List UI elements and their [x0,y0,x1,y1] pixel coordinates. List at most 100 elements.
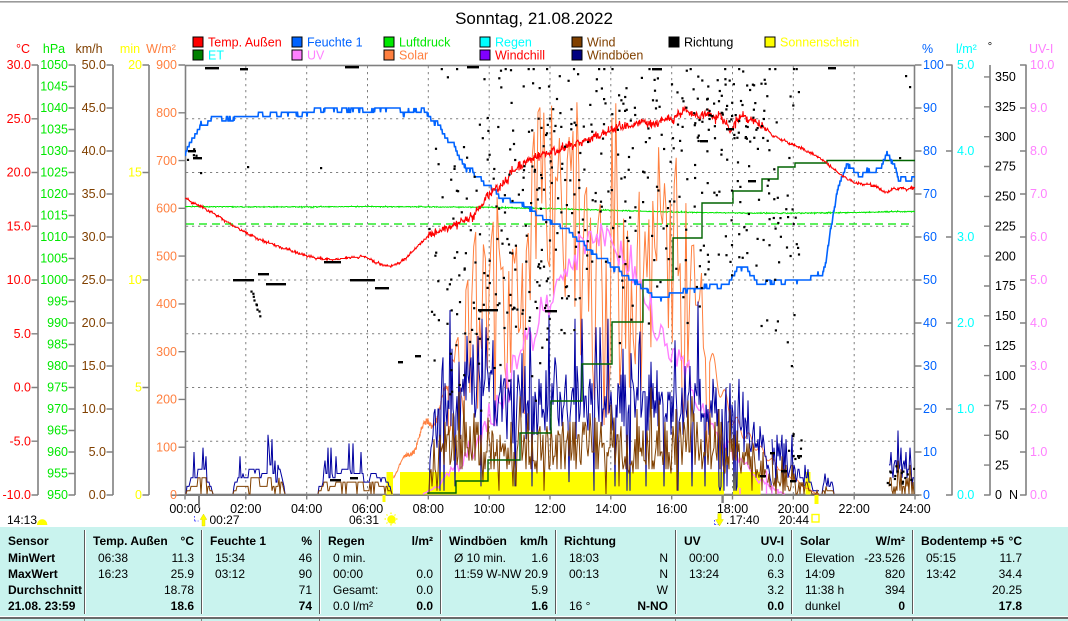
svg-text:75: 75 [995,399,1009,413]
svg-text:.17:40: .17:40 [726,513,760,527]
svg-text:350: 350 [995,70,1016,84]
svg-text:50: 50 [923,273,937,287]
svg-text:35.0: 35.0 [82,187,106,201]
svg-text:30.0: 30.0 [7,58,31,72]
svg-text:°: ° [988,41,992,53]
svg-text:l/m²: l/m² [956,42,977,56]
svg-text:100: 100 [923,58,944,72]
svg-text:Sonnenschein: Sonnenschein [780,36,859,50]
svg-text:04:00: 04:00 [291,502,322,516]
svg-text:2.0: 2.0 [957,316,974,330]
svg-text:Windböen: Windböen [587,49,643,63]
svg-text:175: 175 [995,279,1016,293]
svg-text:1000: 1000 [40,273,68,287]
svg-text:15.0: 15.0 [82,359,106,373]
svg-text:960: 960 [47,445,68,459]
svg-text:UV-I: UV-I [1029,42,1053,56]
svg-text:1015: 1015 [40,209,68,223]
svg-text:900: 900 [156,58,177,72]
svg-text:15.0: 15.0 [7,219,31,233]
svg-text:3.0: 3.0 [1030,359,1047,373]
svg-text:20: 20 [923,402,937,416]
svg-text:-10.0: -10.0 [3,488,32,502]
svg-text:10: 10 [923,445,937,459]
svg-text:0: 0 [170,488,177,502]
svg-text:0: 0 [923,488,930,502]
svg-text:ET: ET [208,49,224,63]
svg-text:12:00: 12:00 [534,502,565,516]
svg-text:Solar: Solar [399,49,428,63]
svg-text:700: 700 [156,154,177,168]
svg-text:Luftdruck: Luftdruck [399,36,451,50]
svg-text:150: 150 [995,309,1016,323]
svg-text:0.0: 0.0 [89,488,106,502]
svg-text:06:00: 06:00 [352,502,383,516]
svg-text:1025: 1025 [40,166,68,180]
svg-text:5.0: 5.0 [1030,273,1047,287]
svg-text:24:00: 24:00 [899,502,930,516]
svg-text:14:00: 14:00 [595,502,626,516]
svg-text:275: 275 [995,160,1016,174]
svg-text:N: N [1009,488,1018,502]
svg-text:0: 0 [995,488,1002,502]
svg-text:08:00: 08:00 [413,502,444,516]
svg-text:20: 20 [128,58,142,72]
svg-text:40: 40 [923,316,937,330]
svg-text:10.0: 10.0 [1030,58,1054,72]
svg-text:325: 325 [995,100,1016,114]
svg-text:0.0: 0.0 [14,381,31,395]
svg-text:Windchill: Windchill [495,49,545,63]
svg-text:1005: 1005 [40,252,68,266]
svg-text:2.0: 2.0 [1030,402,1047,416]
svg-text:1040: 1040 [40,101,68,115]
svg-text:1020: 1020 [40,187,68,201]
svg-text:min: min [120,42,140,56]
svg-text:250: 250 [995,190,1016,204]
svg-text:8.0: 8.0 [1030,144,1047,158]
svg-text:02:00: 02:00 [230,502,261,516]
svg-text:300: 300 [156,345,177,359]
svg-text:20.0: 20.0 [82,316,106,330]
svg-text:70: 70 [923,187,937,201]
svg-text:60: 60 [923,230,937,244]
svg-text:125: 125 [995,339,1016,353]
svg-text:500: 500 [156,249,177,263]
svg-text:20:00: 20:00 [778,502,809,516]
svg-text:40.0: 40.0 [82,144,106,158]
svg-text:1.0: 1.0 [957,402,974,416]
svg-text:990: 990 [47,316,68,330]
svg-text:00:00: 00:00 [169,502,200,516]
svg-text:90: 90 [923,101,937,115]
svg-text:30.0: 30.0 [82,230,106,244]
svg-text:50.0: 50.0 [82,58,106,72]
svg-text:14:13: 14:13 [7,513,37,527]
svg-text:hPa: hPa [43,42,65,56]
svg-text:225: 225 [995,219,1016,233]
svg-text:1.0: 1.0 [1030,445,1047,459]
svg-text:5.0: 5.0 [14,327,31,341]
svg-text:10.0: 10.0 [82,402,106,416]
svg-text:80: 80 [923,144,937,158]
svg-text:Temp. Außen: Temp. Außen [208,36,282,50]
svg-text:Sonntag, 21.08.2022: Sonntag, 21.08.2022 [455,9,613,28]
svg-text:-5.0: -5.0 [9,434,31,448]
svg-text:18:00: 18:00 [717,502,748,516]
svg-text:20:44: 20:44 [779,513,809,527]
svg-text:°C: °C [16,42,30,56]
svg-text:965: 965 [47,424,68,438]
svg-text:800: 800 [156,106,177,120]
svg-text:1050: 1050 [40,58,68,72]
svg-text:10.0: 10.0 [7,273,31,287]
svg-text:10:00: 10:00 [474,502,505,516]
svg-text:Richtung: Richtung [684,36,733,50]
svg-text:45.0: 45.0 [82,101,106,115]
svg-text:600: 600 [156,202,177,216]
svg-text:km/h: km/h [75,42,102,56]
svg-text:0: 0 [135,488,142,502]
svg-text:200: 200 [995,249,1016,263]
svg-text:300: 300 [995,130,1016,144]
svg-text:Regen: Regen [495,36,532,50]
svg-text:985: 985 [47,338,68,352]
svg-text:100: 100 [995,369,1016,383]
svg-text:25.0: 25.0 [82,273,106,287]
